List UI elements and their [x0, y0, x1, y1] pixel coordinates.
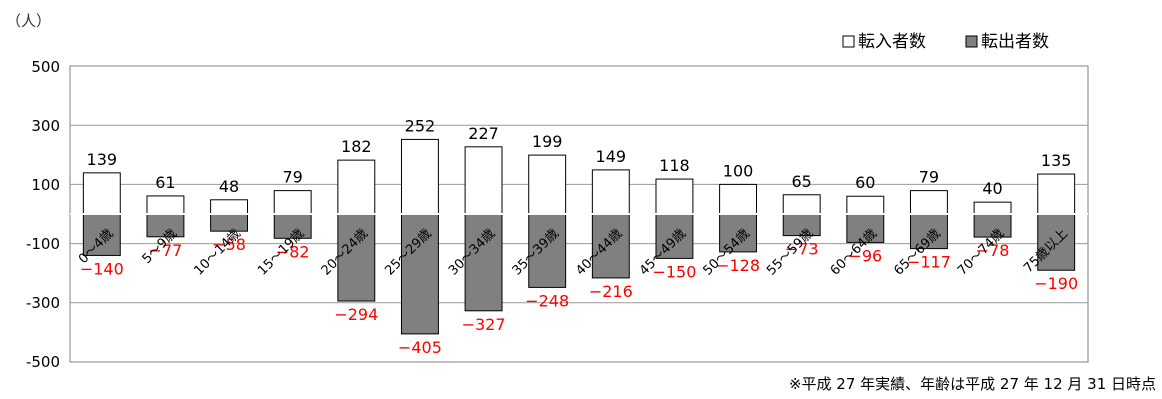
unit-label: （人）: [6, 12, 51, 30]
data-label-inflow: 79: [283, 168, 303, 187]
bar-inflow: [846, 195, 885, 215]
data-label-outflow: −58: [212, 235, 246, 254]
y-axis: 500 300 100 -100 -300 -500: [26, 58, 60, 371]
data-label-outflow: −190: [1034, 274, 1078, 293]
bar-outflow: [400, 213, 439, 335]
data-label-inflow: 118: [659, 156, 690, 175]
bar-inflow: [337, 159, 376, 215]
data-label-outflow: −405: [398, 338, 442, 357]
bar-outflow: [210, 213, 249, 232]
data-label-outflow: −248: [525, 291, 569, 310]
data-label-outflow: −73: [785, 240, 819, 259]
bar-inflow: [82, 172, 121, 215]
data-label-outflow: −294: [334, 305, 378, 324]
data-label-outflow: −140: [80, 259, 124, 278]
bar-outflow: [846, 213, 885, 243]
bar-outflow: [464, 213, 503, 312]
data-label-inflow: 40: [982, 179, 1002, 198]
bar-inflow: [782, 194, 821, 215]
data-label-inflow: 135: [1041, 151, 1072, 170]
data-label-outflow: −82: [276, 242, 310, 261]
data-label-inflow: 182: [341, 137, 372, 156]
footnote: ※平成 27 年実績、年齢は平成 27 年 12 月 31 日時点: [789, 375, 1156, 393]
bar-inflow: [464, 146, 503, 215]
bar-outflow: [273, 213, 312, 239]
data-label-outflow: −78: [976, 241, 1010, 260]
y-tick-label: -300: [26, 294, 60, 312]
legend-label-outflow: 転出者数: [981, 32, 1049, 52]
legend-swatch-inflow: [842, 35, 855, 48]
data-label-inflow: 48: [219, 177, 239, 196]
bar-inflow: [973, 201, 1012, 215]
data-label-inflow: 60: [855, 173, 875, 192]
bar-inflow: [655, 178, 694, 215]
data-label-outflow: −150: [652, 262, 696, 281]
data-label-outflow: −77: [149, 241, 183, 260]
bar-inflow: [909, 190, 948, 215]
bars: [70, 138, 1088, 335]
bar-outflow: [1037, 213, 1076, 271]
bar-outflow: [655, 213, 694, 259]
y-tick-label: 100: [31, 176, 60, 194]
bar-inflow: [400, 138, 439, 215]
y-tick-label: -500: [26, 353, 60, 371]
data-label-outflow: −128: [716, 256, 760, 275]
data-label-outflow: −96: [848, 246, 882, 265]
bar-inflow: [146, 195, 185, 215]
data-label-inflow: 139: [87, 150, 118, 169]
bar-inflow: [591, 169, 630, 215]
data-label-inflow: 227: [468, 124, 499, 143]
bar-inflow: [1037, 173, 1076, 215]
bar-inflow: [210, 199, 249, 215]
bar-inflow: [273, 190, 312, 215]
legend-swatch-outflow: [965, 35, 978, 48]
bar-outflow: [591, 213, 630, 279]
data-label-outflow: −216: [589, 282, 633, 301]
data-label-inflow: 252: [405, 116, 436, 135]
y-tick-label: -100: [26, 235, 60, 253]
bar-inflow: [528, 154, 567, 215]
data-label-inflow: 100: [723, 161, 754, 180]
bar-outflow: [528, 213, 567, 288]
data-label-inflow: 65: [792, 172, 812, 191]
data-labels: 139 −140 61 −77 48 −58 79 −82 182 −294 252 −405 227 −…: [80, 116, 1078, 356]
y-tick-label: 300: [31, 117, 60, 135]
data-label-inflow: 199: [532, 132, 563, 151]
data-label-outflow: −327: [462, 315, 506, 334]
data-label-outflow: −117: [907, 253, 951, 272]
data-label-inflow: 61: [155, 173, 175, 192]
data-label-inflow: 149: [596, 147, 627, 166]
y-tick-label: 500: [31, 58, 60, 76]
data-label-inflow: 79: [919, 168, 939, 187]
bar-inflow: [719, 183, 758, 215]
legend: 転入者数 転出者数: [842, 32, 1049, 52]
bar-outflow: [909, 213, 948, 250]
bar-outflow: [337, 213, 376, 302]
legend-label-inflow: 転入者数: [858, 32, 926, 52]
